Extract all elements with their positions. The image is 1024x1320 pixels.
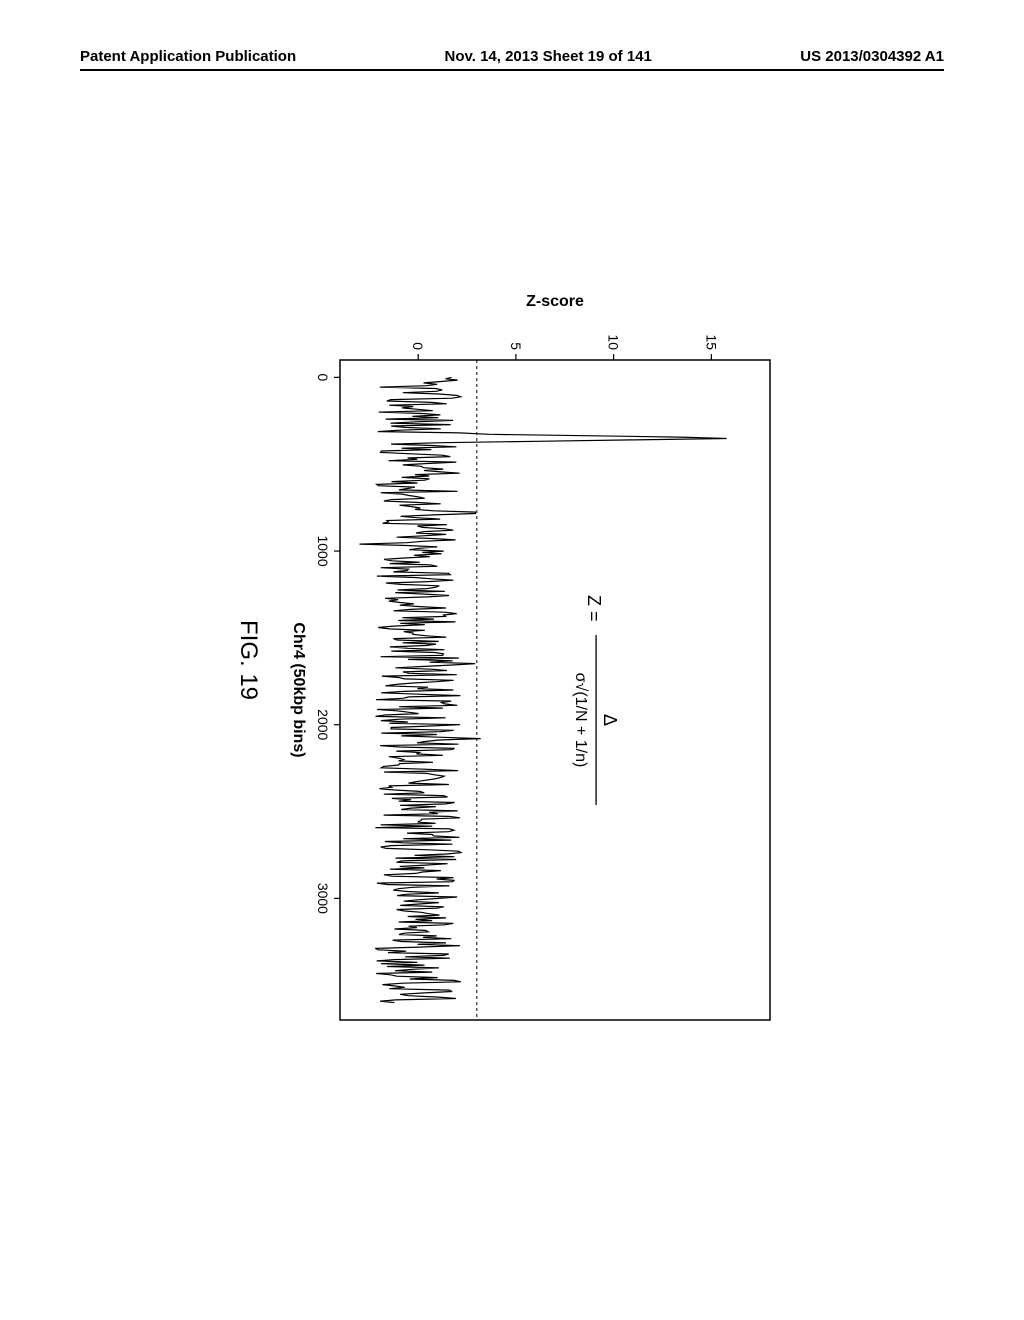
header-center: Nov. 14, 2013 Sheet 19 of 141 (445, 48, 652, 65)
svg-text:Z =: Z = (584, 595, 604, 622)
header-right: US 2013/0304392 A1 (800, 48, 944, 65)
svg-text:5: 5 (508, 342, 524, 350)
zscore-chart: 0 5 10 15 0 1000 2000 3000 Z-score Chr4 (50kbp bi… (270, 280, 790, 1040)
header-left: Patent Application Publication (80, 48, 296, 65)
svg-text:15: 15 (703, 334, 719, 350)
figure-outer: 0 5 10 15 0 1000 2000 3000 Z-score Chr4 (50kbp bi… (234, 280, 790, 1040)
svg-text:0: 0 (315, 373, 331, 381)
svg-text:σ√(1/N + 1/n): σ√(1/N + 1/n) (572, 673, 589, 768)
figure-caption: FIG. 19 (234, 280, 262, 1040)
figure-container: 0 5 10 15 0 1000 2000 3000 Z-score Chr4 (50kbp bi… (270, 280, 790, 1040)
svg-text:Δ: Δ (600, 714, 620, 726)
svg-text:3000: 3000 (315, 883, 331, 914)
svg-text:0: 0 (410, 342, 426, 350)
svg-text:10: 10 (606, 334, 622, 350)
svg-text:Chr4 (50kbp bins): Chr4 (50kbp bins) (290, 622, 307, 757)
svg-text:2000: 2000 (315, 709, 331, 740)
svg-text:Z-score: Z-score (526, 293, 584, 310)
page-header: Patent Application Publication Nov. 14, … (80, 48, 944, 71)
svg-text:1000: 1000 (315, 535, 331, 566)
